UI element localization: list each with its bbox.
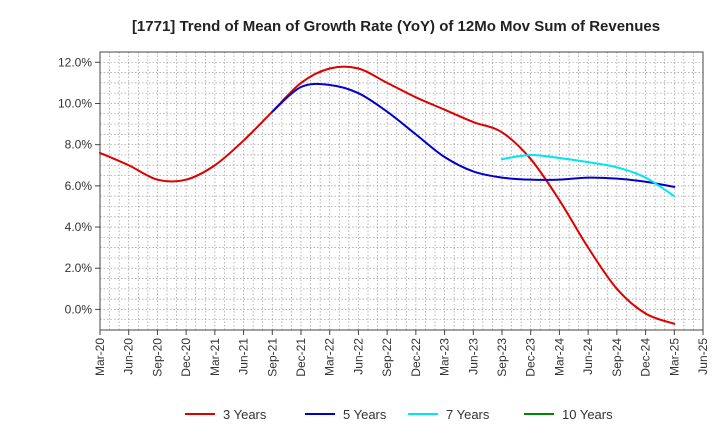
x-tick-label: Mar-25 [667,338,681,376]
y-tick-label: 8.0% [65,138,93,152]
y-tick-label: 2.0% [65,261,93,275]
x-tick-label: Jun-23 [466,338,480,375]
x-tick-label: Mar-21 [208,338,222,376]
x-tick-label: Dec-22 [409,338,423,377]
x-tick-label: Mar-24 [552,338,566,376]
x-tick-label: Dec-20 [179,338,193,377]
x-tick-label: Sep-20 [150,338,164,377]
y-tick-label: 4.0% [65,220,93,234]
x-tick-label: Mar-20 [93,338,107,376]
legend-label-10-years: 10 Years [562,407,613,422]
y-axis: 0.0% 2.0% 4.0% 6.0% 8.0% 10.0% 12.0% [58,55,100,316]
y-tick-label: 10.0% [58,96,92,110]
x-tick-label: Sep-22 [380,338,394,377]
x-tick-label: Dec-21 [294,338,308,377]
x-tick-label: Sep-23 [495,338,509,377]
series-line-5-years [271,82,676,188]
grid [100,52,703,330]
y-tick-label: 0.0% [65,302,93,316]
x-tick-label: Dec-23 [524,338,538,377]
x-tick-label: Dec-24 [639,338,653,377]
plot-frame [99,51,704,331]
x-tick-label: Mar-23 [438,338,452,376]
x-axis: Mar-20 Jun-20 Sep-20 Dec-20 Mar-21 Jun-21 Sep-… [93,330,710,377]
x-tick-label: Jun-25 [696,338,710,375]
y-tick-label: 6.0% [65,179,93,193]
x-tick-label: Jun-21 [237,338,251,375]
legend-label-7-years: 7 Years [446,407,490,422]
series-lines [99,65,676,325]
series-line-7-years [501,153,676,198]
legend-label-3-years: 3 Years [223,407,267,422]
x-tick-label: Jun-20 [122,338,136,375]
x-tick-label: Sep-21 [265,338,279,377]
x-tick-label: Mar-22 [323,338,337,376]
x-tick-label: Jun-24 [581,338,595,375]
legend-label-5-years: 5 Years [343,407,387,422]
x-tick-label: Sep-24 [610,338,624,377]
series-line-3-years [99,65,676,325]
legend: 3 Years 5 Years 7 Years 10 Years [185,407,613,422]
chart-title: [1771] Trend of Mean of Growth Rate (YoY… [132,18,660,35]
y-tick-label: 12.0% [58,55,92,69]
x-tick-label: Jun-22 [351,338,365,375]
